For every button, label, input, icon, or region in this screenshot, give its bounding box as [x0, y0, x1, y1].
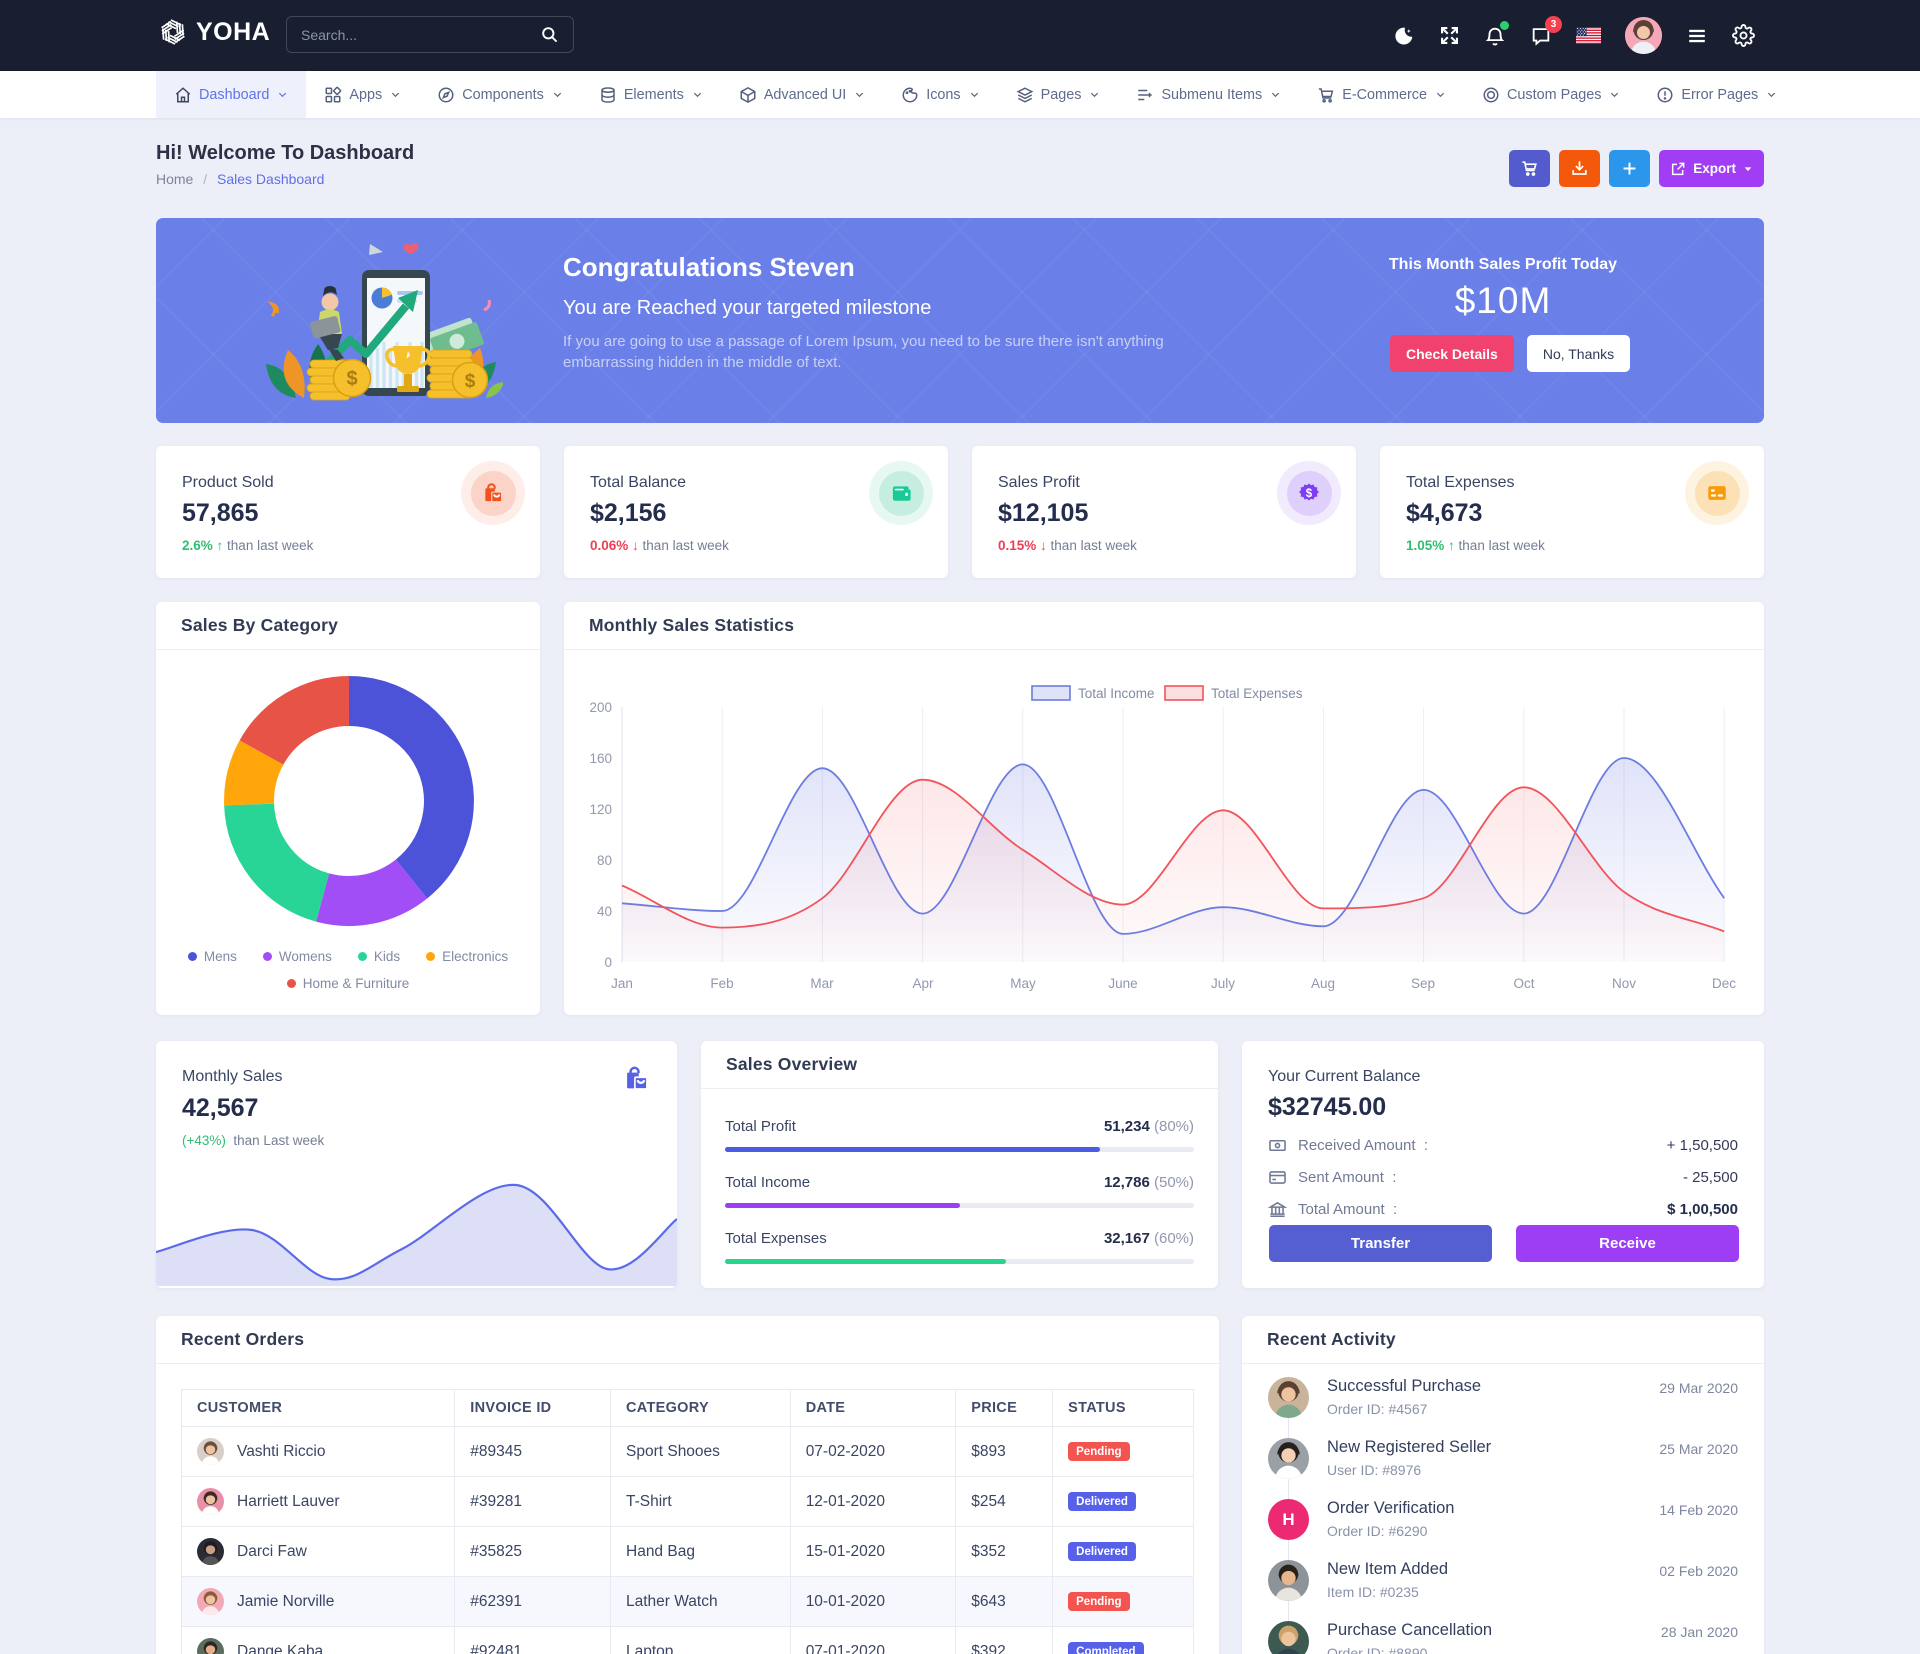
svg-text:$: $ [1306, 488, 1313, 500]
svg-text:120: 120 [589, 802, 612, 817]
svg-text:$: $ [465, 371, 476, 392]
svg-text:Total Income: Total Income [1078, 686, 1155, 701]
svg-text:May: May [1010, 976, 1036, 991]
svg-text:Jan: Jan [611, 976, 633, 991]
svg-text:Nov: Nov [1612, 976, 1636, 991]
svg-text:Dec: Dec [1712, 976, 1736, 991]
svg-text:40: 40 [597, 904, 612, 919]
svg-text:Apr: Apr [912, 976, 934, 991]
svg-text:Mar: Mar [810, 976, 834, 991]
svg-text:Feb: Feb [710, 976, 733, 991]
svg-text:80: 80 [597, 853, 612, 868]
svg-text:Sep: Sep [1411, 976, 1435, 991]
svg-text:Aug: Aug [1311, 976, 1335, 991]
svg-text:June: June [1108, 976, 1137, 991]
svg-text:Total Expenses: Total Expenses [1211, 686, 1303, 701]
svg-text:Oct: Oct [1513, 976, 1534, 991]
svg-text:160: 160 [589, 751, 612, 766]
svg-text:200: 200 [589, 700, 612, 715]
svg-text:$: $ [346, 368, 357, 390]
svg-text:July: July [1211, 976, 1235, 991]
svg-text:0: 0 [604, 955, 612, 970]
